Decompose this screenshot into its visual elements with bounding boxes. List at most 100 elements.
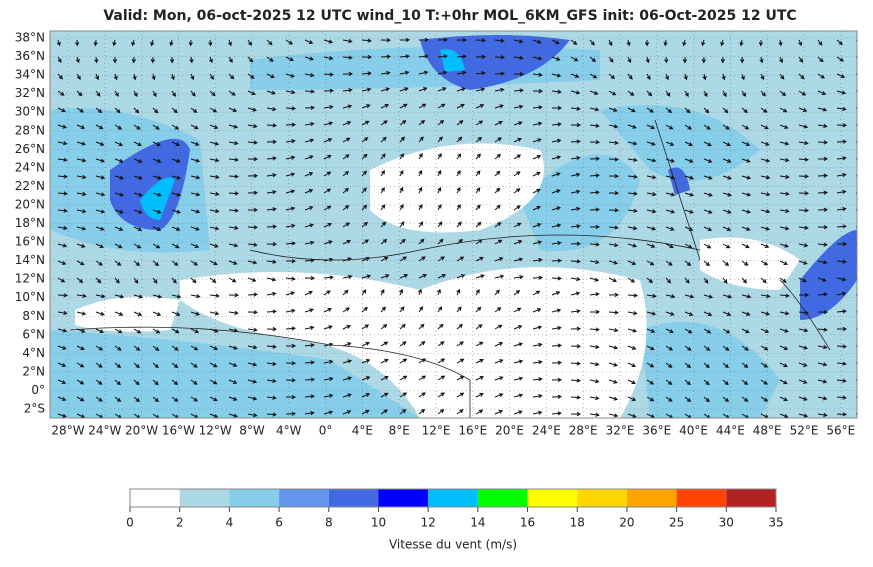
wind-arrow (209, 107, 218, 113)
wind-arrow (665, 294, 676, 299)
wind-arrow (76, 345, 85, 351)
wind-arrow (266, 344, 277, 349)
wind-arrow (209, 293, 220, 298)
wind-arrow (114, 345, 122, 351)
wind-arrow (285, 73, 295, 78)
wind-arrow (285, 308, 296, 313)
wind-arrow (513, 325, 523, 330)
wind-arrow (113, 73, 118, 81)
wind-arrow (798, 157, 809, 162)
wind-arrow (627, 396, 637, 401)
wind-arrow (266, 73, 275, 79)
lat-label: 8°N (22, 309, 45, 323)
wind-arrow (266, 277, 277, 282)
wind-arrow (76, 413, 86, 418)
lat-label: 12°N (15, 272, 45, 286)
wind-arrow (741, 260, 749, 266)
wind-arrow (741, 311, 751, 316)
wind-arrow (701, 56, 706, 64)
wind-arrow (209, 208, 220, 214)
wind-arrow (513, 410, 523, 415)
wind-arrow (228, 124, 239, 129)
wind-arrow (169, 56, 175, 64)
wind-arrow (760, 226, 770, 231)
wind-arrow (494, 274, 505, 279)
wind-arrow (342, 154, 350, 160)
wind-arrow (418, 87, 428, 92)
wind-arrow (570, 90, 581, 95)
wind-arrow (228, 379, 238, 384)
wind-arrow (494, 187, 501, 194)
wind-arrow (57, 141, 68, 146)
wind-arrow (323, 154, 332, 160)
colorbar-tick-label: 25 (669, 516, 684, 530)
wind-arrow (437, 70, 448, 75)
wind-arrow (399, 54, 410, 59)
wind-arrow (285, 155, 296, 160)
colorbar-tick-label: 10 (371, 516, 386, 530)
wind-arrow (513, 137, 522, 143)
colorbar-tick-label: 8 (325, 516, 333, 530)
wind-arrow (342, 239, 351, 245)
wind-arrow (798, 292, 810, 298)
wind-arrow (475, 256, 484, 262)
wind-arrow (76, 260, 85, 266)
wind-arrow (665, 396, 673, 402)
wind-arrow (722, 396, 730, 403)
wind-arrow (836, 361, 847, 366)
wind-arrow (228, 56, 233, 63)
wind-arrow (608, 260, 619, 265)
wind-arrow (684, 362, 691, 369)
wind-arrow (399, 323, 406, 330)
wind-arrow (152, 209, 162, 214)
wind-arrow (342, 393, 352, 398)
wind-arrow (665, 328, 674, 334)
wind-arrow (418, 256, 426, 262)
wind-arrow (380, 306, 387, 313)
wind-arrow (532, 56, 543, 61)
wind-arrow (399, 392, 408, 398)
colorbar-swatch (378, 489, 429, 507)
wind-arrow (663, 39, 668, 47)
wind-arrow (342, 342, 352, 347)
wind-arrow (361, 239, 370, 245)
wind-arrow (551, 394, 563, 399)
wind-arrow (456, 256, 465, 262)
wind-arrow (551, 276, 562, 281)
wind-arrow (437, 203, 442, 211)
wind-arrow (532, 410, 543, 415)
wind-arrow (513, 342, 523, 347)
wind-arrow (133, 294, 144, 299)
wind-arrow (532, 360, 543, 365)
wind-arrow (817, 39, 823, 46)
wind-arrow (513, 222, 522, 228)
wind-arrow (551, 343, 562, 348)
wind-arrow (627, 56, 632, 64)
wind-arrow (150, 56, 155, 64)
wind-arrow (437, 341, 445, 347)
wind-arrow (114, 141, 124, 147)
wind-arrow (304, 138, 315, 143)
wind-arrow (513, 393, 524, 398)
wind-arrow (702, 73, 707, 81)
wind-arrow (76, 243, 86, 248)
wind-arrow (817, 260, 828, 265)
wind-arrow (703, 328, 712, 334)
wind-arrow (779, 191, 790, 196)
wind-arrow (247, 190, 259, 195)
wind-arrow (190, 141, 200, 146)
wind-arrow (684, 311, 694, 316)
wind-arrow (798, 174, 810, 179)
wind-arrow (285, 241, 296, 246)
wind-arrow (664, 56, 669, 64)
wind-arrow (494, 239, 503, 245)
wind-arrow (132, 73, 137, 81)
wind-arrow (646, 124, 656, 130)
wind-arrow (722, 379, 729, 386)
wind-arrow (759, 56, 764, 64)
wind-arrow (817, 345, 828, 350)
wind-arrow (133, 90, 138, 97)
wind-arrow (114, 158, 124, 163)
wind-arrow (437, 409, 445, 415)
wind-arrow (760, 141, 770, 146)
